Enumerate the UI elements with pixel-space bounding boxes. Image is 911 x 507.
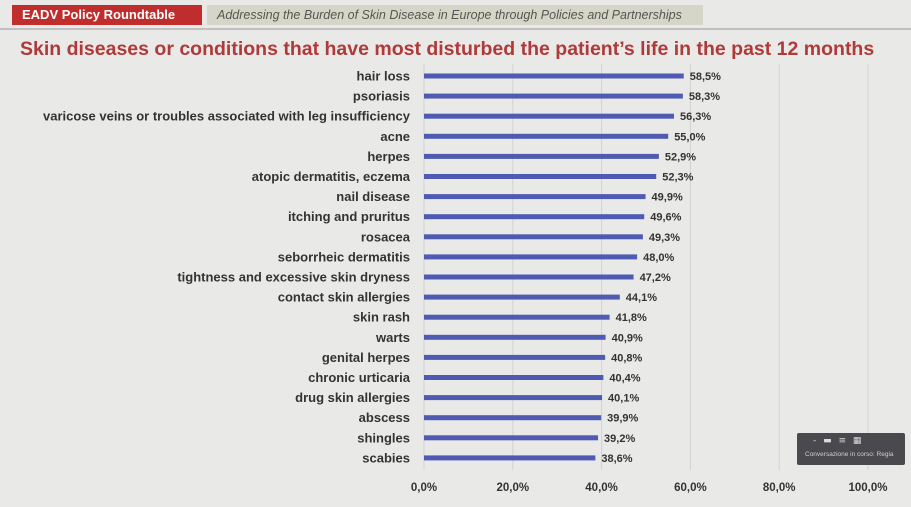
category-label: scabies xyxy=(362,450,410,465)
bar xyxy=(424,314,610,320)
value-label: 39,9% xyxy=(607,413,638,425)
x-tick-label: 20,0% xyxy=(496,482,529,494)
value-label: 58,5% xyxy=(690,71,721,83)
category-label: contact skin allergies xyxy=(278,290,410,305)
bar xyxy=(424,234,643,240)
category-label: varicose veins or troubles associated wi… xyxy=(43,109,411,124)
bar xyxy=(424,415,602,421)
event-subtitle: Addressing the Burden of Skin Disease in… xyxy=(207,5,703,25)
bar xyxy=(424,294,620,300)
category-label: herpes xyxy=(367,149,410,164)
value-label: 58,3% xyxy=(689,91,720,103)
bar xyxy=(424,395,603,401)
bar xyxy=(424,375,604,380)
category-label: acne xyxy=(380,129,410,144)
category-label: psoriasis xyxy=(353,89,410,104)
x-tick-label: 0,0% xyxy=(411,482,437,494)
header-bar: EADV Policy Roundtable Addressing the Bu… xyxy=(0,0,911,30)
overlay-status-text: Conversazione in corso: Regia xyxy=(805,451,894,458)
category-label: chronic urticaria xyxy=(308,370,411,385)
x-tick-label: 60,0% xyxy=(674,482,707,494)
x-tick-label: 40,0% xyxy=(585,482,618,494)
header-divider xyxy=(0,28,911,30)
value-label: 47,2% xyxy=(640,272,671,284)
bar xyxy=(424,73,684,79)
value-label: 40,9% xyxy=(612,332,643,344)
chart-title: Skin diseases or conditions that have mo… xyxy=(20,38,875,60)
category-label: hair loss xyxy=(357,69,410,84)
category-label: drug skin allergies xyxy=(295,390,410,405)
x-tick-label: 80,0% xyxy=(763,482,796,494)
value-label: 39,2% xyxy=(604,433,635,445)
bar xyxy=(424,254,638,260)
overlay-controls-icon[interactable]: - ▬ ≡ ▦ xyxy=(813,436,864,446)
value-label: 49,3% xyxy=(649,232,680,244)
bar xyxy=(424,435,599,441)
bar xyxy=(424,113,674,119)
category-label: tightness and excessive skin dryness xyxy=(177,270,410,285)
bar xyxy=(424,93,683,99)
value-label: 40,4% xyxy=(609,373,640,385)
value-label: 56,3% xyxy=(680,111,711,123)
bar xyxy=(424,174,657,179)
category-label: itching and pruritus xyxy=(288,209,410,224)
conference-overlay[interactable]: - ▬ ≡ ▦ Conversazione in corso: Regia xyxy=(797,433,905,465)
category-label: shingles xyxy=(357,430,410,445)
value-label: 48,0% xyxy=(643,252,674,264)
x-tick-label: 100,0% xyxy=(848,482,887,494)
value-label: 44,1% xyxy=(626,292,657,304)
category-label: rosacea xyxy=(361,229,411,244)
value-label: 40,8% xyxy=(611,352,642,364)
value-label: 52,9% xyxy=(665,151,696,163)
category-label: nail disease xyxy=(336,189,410,204)
category-label: abscess xyxy=(359,410,410,425)
category-label: skin rash xyxy=(353,310,410,325)
value-label: 38,6% xyxy=(601,453,632,465)
bar xyxy=(424,334,606,340)
bar xyxy=(424,214,645,220)
category-label: warts xyxy=(375,330,410,345)
bar xyxy=(424,274,634,280)
bar xyxy=(424,455,596,461)
category-label: genital herpes xyxy=(322,350,410,365)
value-label: 49,6% xyxy=(650,212,681,224)
value-label: 52,3% xyxy=(662,172,693,184)
value-label: 41,8% xyxy=(616,312,647,324)
category-label: seborrheic dermatitis xyxy=(278,249,410,264)
event-badge: EADV Policy Roundtable xyxy=(12,5,202,25)
value-label: 55,0% xyxy=(674,131,705,143)
bar xyxy=(424,354,606,360)
bar xyxy=(424,153,659,159)
value-label: 40,1% xyxy=(608,393,639,405)
bar xyxy=(424,133,669,139)
bar xyxy=(424,194,646,200)
value-label: 49,9% xyxy=(652,192,683,204)
category-label: atopic dermatitis, eczema xyxy=(252,169,411,184)
